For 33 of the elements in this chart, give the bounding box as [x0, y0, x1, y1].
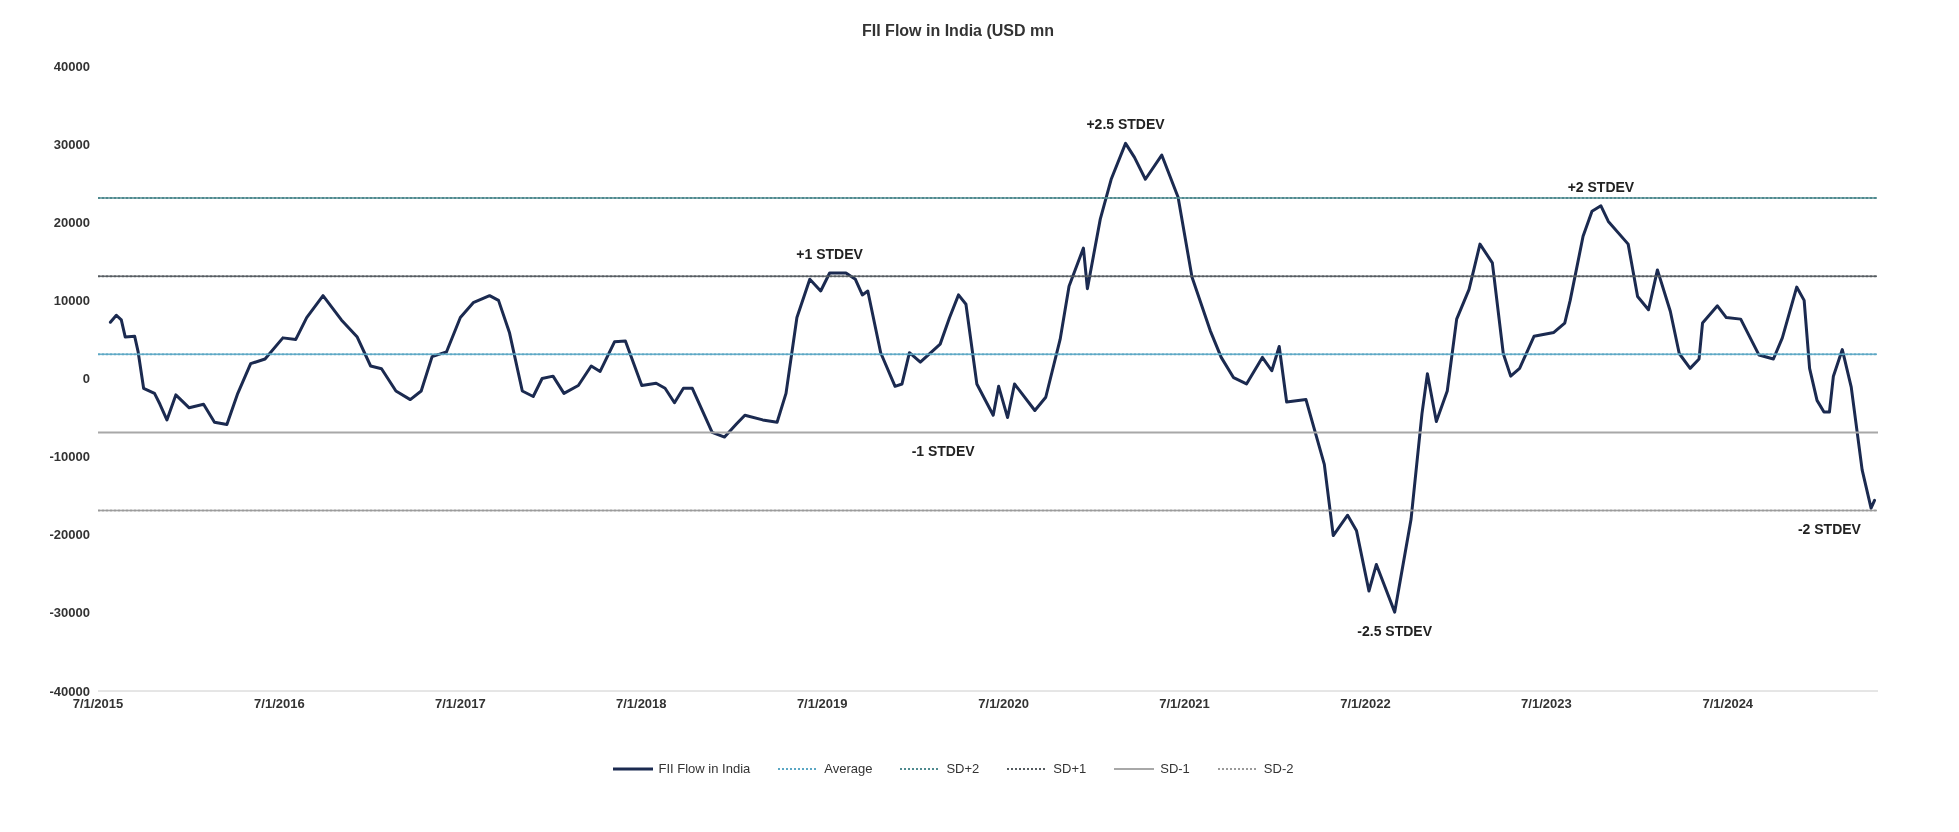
- y-tick-label: 20000: [53, 214, 90, 230]
- legend-label: Average: [824, 761, 873, 776]
- x-tick-label: 7/1/2016: [254, 696, 305, 712]
- x-tick-label: 7/1/2020: [978, 696, 1029, 712]
- annotation: -2.5 STDEV: [1357, 623, 1433, 640]
- x-tick-label: 7/1/2015: [72, 696, 124, 712]
- x-tick-label: 7/1/2018: [615, 696, 667, 712]
- legend-label: SD-2: [1263, 761, 1294, 776]
- y-tick-label: -30000: [49, 605, 90, 621]
- legend-label: SD+1: [1053, 761, 1087, 776]
- x-tick-label: 7/1/2024: [1702, 696, 1754, 712]
- y-tick-label: 10000: [53, 292, 90, 308]
- legend-label: FII Flow in India: [658, 761, 751, 776]
- annotation: +2 STDEV: [1567, 178, 1635, 195]
- chart-title: FII Flow in India (USD mn: [861, 21, 1055, 41]
- annotation: +2.5 STDEV: [1086, 116, 1166, 133]
- x-tick-label: 7/1/2017: [435, 696, 486, 712]
- annotation: -1 STDEV: [911, 443, 976, 460]
- x-tick-label: 7/1/2022: [1340, 696, 1391, 712]
- line-series: [108, 141, 1877, 614]
- x-tick-label: 7/1/2023: [1521, 696, 1572, 712]
- y-tick-label: 30000: [53, 136, 90, 152]
- x-tick-label: 7/1/2021: [1159, 696, 1210, 712]
- annotation: -2 STDEV: [1797, 521, 1862, 538]
- y-tick-label: -40000: [49, 683, 90, 699]
- y-tick-label: 40000: [53, 58, 90, 74]
- legend-label: SD+2: [946, 761, 980, 776]
- y-tick-label: 0: [82, 371, 90, 387]
- y-tick-label: -10000: [49, 449, 90, 465]
- annotation: +1 STDEV: [796, 246, 864, 263]
- legend-label: SD-1: [1160, 761, 1190, 776]
- x-tick-label: 7/1/2019: [796, 696, 848, 712]
- y-tick-label: -20000: [49, 527, 90, 543]
